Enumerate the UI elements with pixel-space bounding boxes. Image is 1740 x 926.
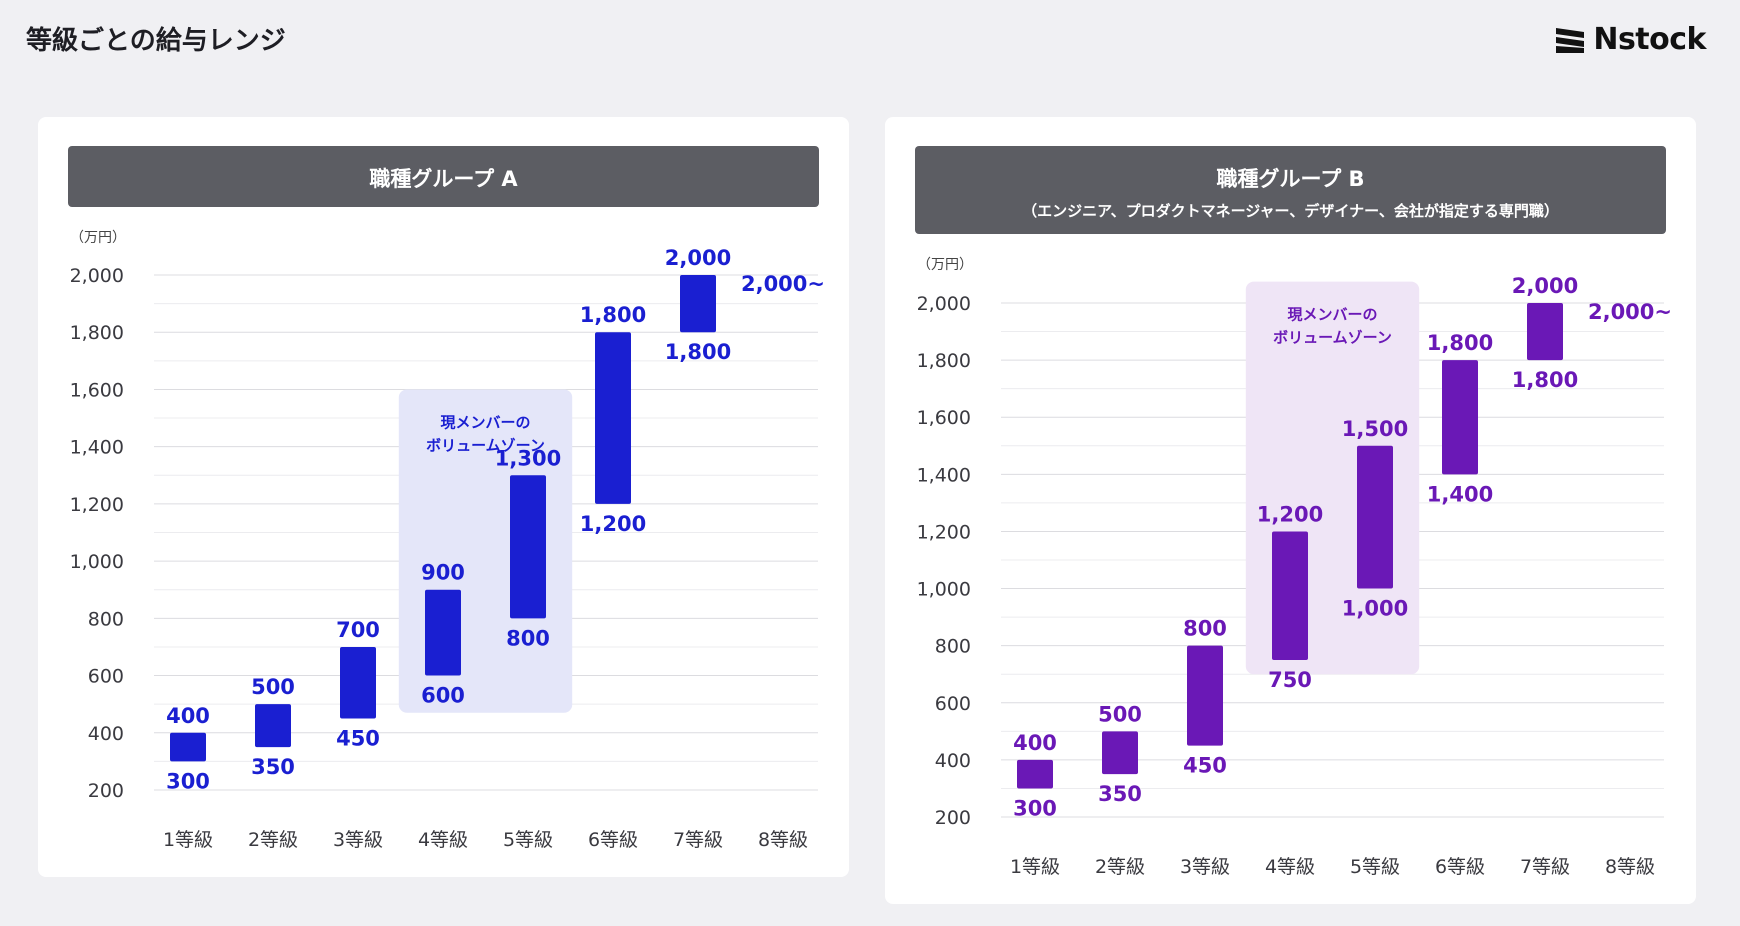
y-tick-label: 800	[935, 636, 971, 658]
y-tick-label: 1,600	[917, 407, 971, 429]
range-bar	[170, 732, 206, 762]
range-bar	[1357, 445, 1393, 589]
chart-header-group-a: 職種グループ A	[68, 146, 819, 207]
chart-subtitle-group-b: （エンジニア、プロダクトマネージャー、デザイナー、会社が指定する専門職）	[1022, 202, 1559, 220]
x-tick-label: 7等級	[673, 829, 723, 851]
range-low-label: 1,400	[1427, 482, 1493, 506]
range-high-label: 1,300	[495, 446, 561, 470]
range-bar	[425, 589, 461, 676]
x-tick-label: 7等級	[1520, 856, 1570, 878]
range-low-label: 450	[336, 726, 380, 750]
range-low-label: 350	[251, 755, 295, 779]
chart-header-group-b: 職種グループ B （エンジニア、プロダクトマネージャー、デザイナー、会社が指定す…	[915, 146, 1666, 234]
range-high-label: 400	[1013, 731, 1057, 755]
x-tick-label: 2等級	[248, 829, 298, 851]
y-tick-label: 400	[88, 723, 124, 745]
x-tick-label: 8等級	[758, 829, 808, 851]
y-tick-label: 1,000	[917, 579, 971, 601]
x-tick-label: 3等級	[1180, 856, 1230, 878]
y-tick-label: 200	[935, 807, 971, 829]
range-low-label: 800	[506, 626, 550, 650]
y-tick-label: 1,600	[70, 379, 124, 401]
range-high-label: 400	[166, 704, 210, 728]
x-tick-label: 1等級	[163, 829, 213, 851]
range-bar	[510, 475, 546, 619]
range-high-label: 800	[1183, 617, 1227, 641]
nstock-logo-icon	[1556, 27, 1585, 53]
range-bar	[255, 704, 291, 748]
range-low-label: 600	[421, 684, 465, 708]
logo-text: Nstock	[1593, 22, 1706, 57]
open-ended-label: 2,000~	[1588, 300, 1672, 324]
range-low-label: 1,800	[1512, 368, 1578, 392]
range-bar	[1527, 303, 1563, 361]
y-tick-label: 2,000	[70, 265, 124, 287]
x-tick-label: 5等級	[1350, 856, 1400, 878]
y-tick-label: 600	[935, 693, 971, 715]
range-low-label: 750	[1268, 668, 1312, 692]
y-tick-label: 1,400	[917, 464, 971, 486]
range-bar	[595, 332, 631, 504]
range-high-label: 900	[421, 561, 465, 585]
range-low-label: 450	[1183, 754, 1227, 778]
range-high-label: 2,000	[1512, 274, 1578, 298]
x-tick-label: 6等級	[588, 829, 638, 851]
y-tick-label: 1,400	[70, 437, 124, 459]
range-high-label: 700	[336, 618, 380, 642]
range-low-label: 350	[1098, 782, 1142, 806]
y-tick-label: 800	[88, 608, 124, 630]
range-high-label: 500	[251, 675, 295, 699]
range-high-label: 1,200	[1257, 502, 1323, 526]
y-unit-label: （万円）	[917, 257, 973, 273]
range-low-label: 1,800	[665, 340, 731, 364]
chart-title-group-b: 職種グループ B	[1216, 167, 1365, 191]
nstock-logo: Nstock	[1555, 22, 1706, 57]
page-title: 等級ごとの給与レンジ	[26, 26, 286, 56]
range-bar	[340, 646, 376, 719]
y-tick-label: 1,800	[917, 350, 971, 372]
volume-zone-label-line2: ボリュームゾーン	[1273, 329, 1392, 347]
range-high-label: 1,800	[1427, 331, 1493, 355]
y-tick-label: 200	[88, 780, 124, 802]
range-bar	[680, 275, 716, 333]
range-bar	[1272, 531, 1308, 660]
range-high-label: 1,800	[580, 303, 646, 327]
x-tick-label: 8等級	[1605, 856, 1655, 878]
x-tick-label: 2等級	[1095, 856, 1145, 878]
range-high-label: 500	[1098, 702, 1142, 726]
chart-card-group-b: 職種グループ B （エンジニア、プロダクトマネージャー、デザイナー、会社が指定す…	[885, 117, 1696, 904]
y-tick-label: 600	[88, 666, 124, 688]
range-high-label: 1,500	[1342, 417, 1408, 441]
x-tick-label: 1等級	[1010, 856, 1060, 878]
chart-title-group-a: 職種グループ A	[369, 167, 518, 191]
open-ended-label: 2,000~	[741, 272, 825, 296]
range-bar	[1187, 645, 1223, 746]
range-bar	[1102, 731, 1138, 775]
volume-zone-label-line1: 現メンバーの	[1287, 306, 1377, 324]
x-tick-label: 4等級	[1265, 856, 1315, 878]
volume-zone-label-line2: ボリュームゾーン	[426, 436, 545, 454]
y-tick-label: 1,200	[917, 521, 971, 543]
y-tick-label: 1,200	[70, 494, 124, 516]
range-low-label: 300	[1013, 796, 1057, 820]
y-tick-label: 400	[935, 750, 971, 772]
range-bar	[1442, 360, 1478, 475]
y-tick-label: 1,000	[70, 551, 124, 573]
x-tick-label: 6等級	[1435, 856, 1485, 878]
range-low-label: 1,000	[1342, 597, 1408, 621]
volume-zone-label-line1: 現メンバーの	[440, 413, 530, 431]
range-high-label: 2,000	[665, 246, 731, 270]
x-tick-label: 5等級	[503, 829, 553, 851]
chart-card-group-a: 職種グループ A （万円） 現メンバーの ボリュームゾーン 200 400 600 800 1…	[38, 117, 849, 877]
y-tick-label: 1,800	[70, 322, 124, 344]
range-low-label: 300	[166, 769, 210, 793]
y-unit-label: （万円）	[70, 230, 126, 246]
y-tick-label: 2,000	[917, 293, 971, 315]
range-low-label: 1,200	[580, 512, 646, 536]
x-tick-label: 4等級	[418, 829, 468, 851]
range-bar	[1017, 759, 1053, 789]
x-tick-label: 3等級	[333, 829, 383, 851]
